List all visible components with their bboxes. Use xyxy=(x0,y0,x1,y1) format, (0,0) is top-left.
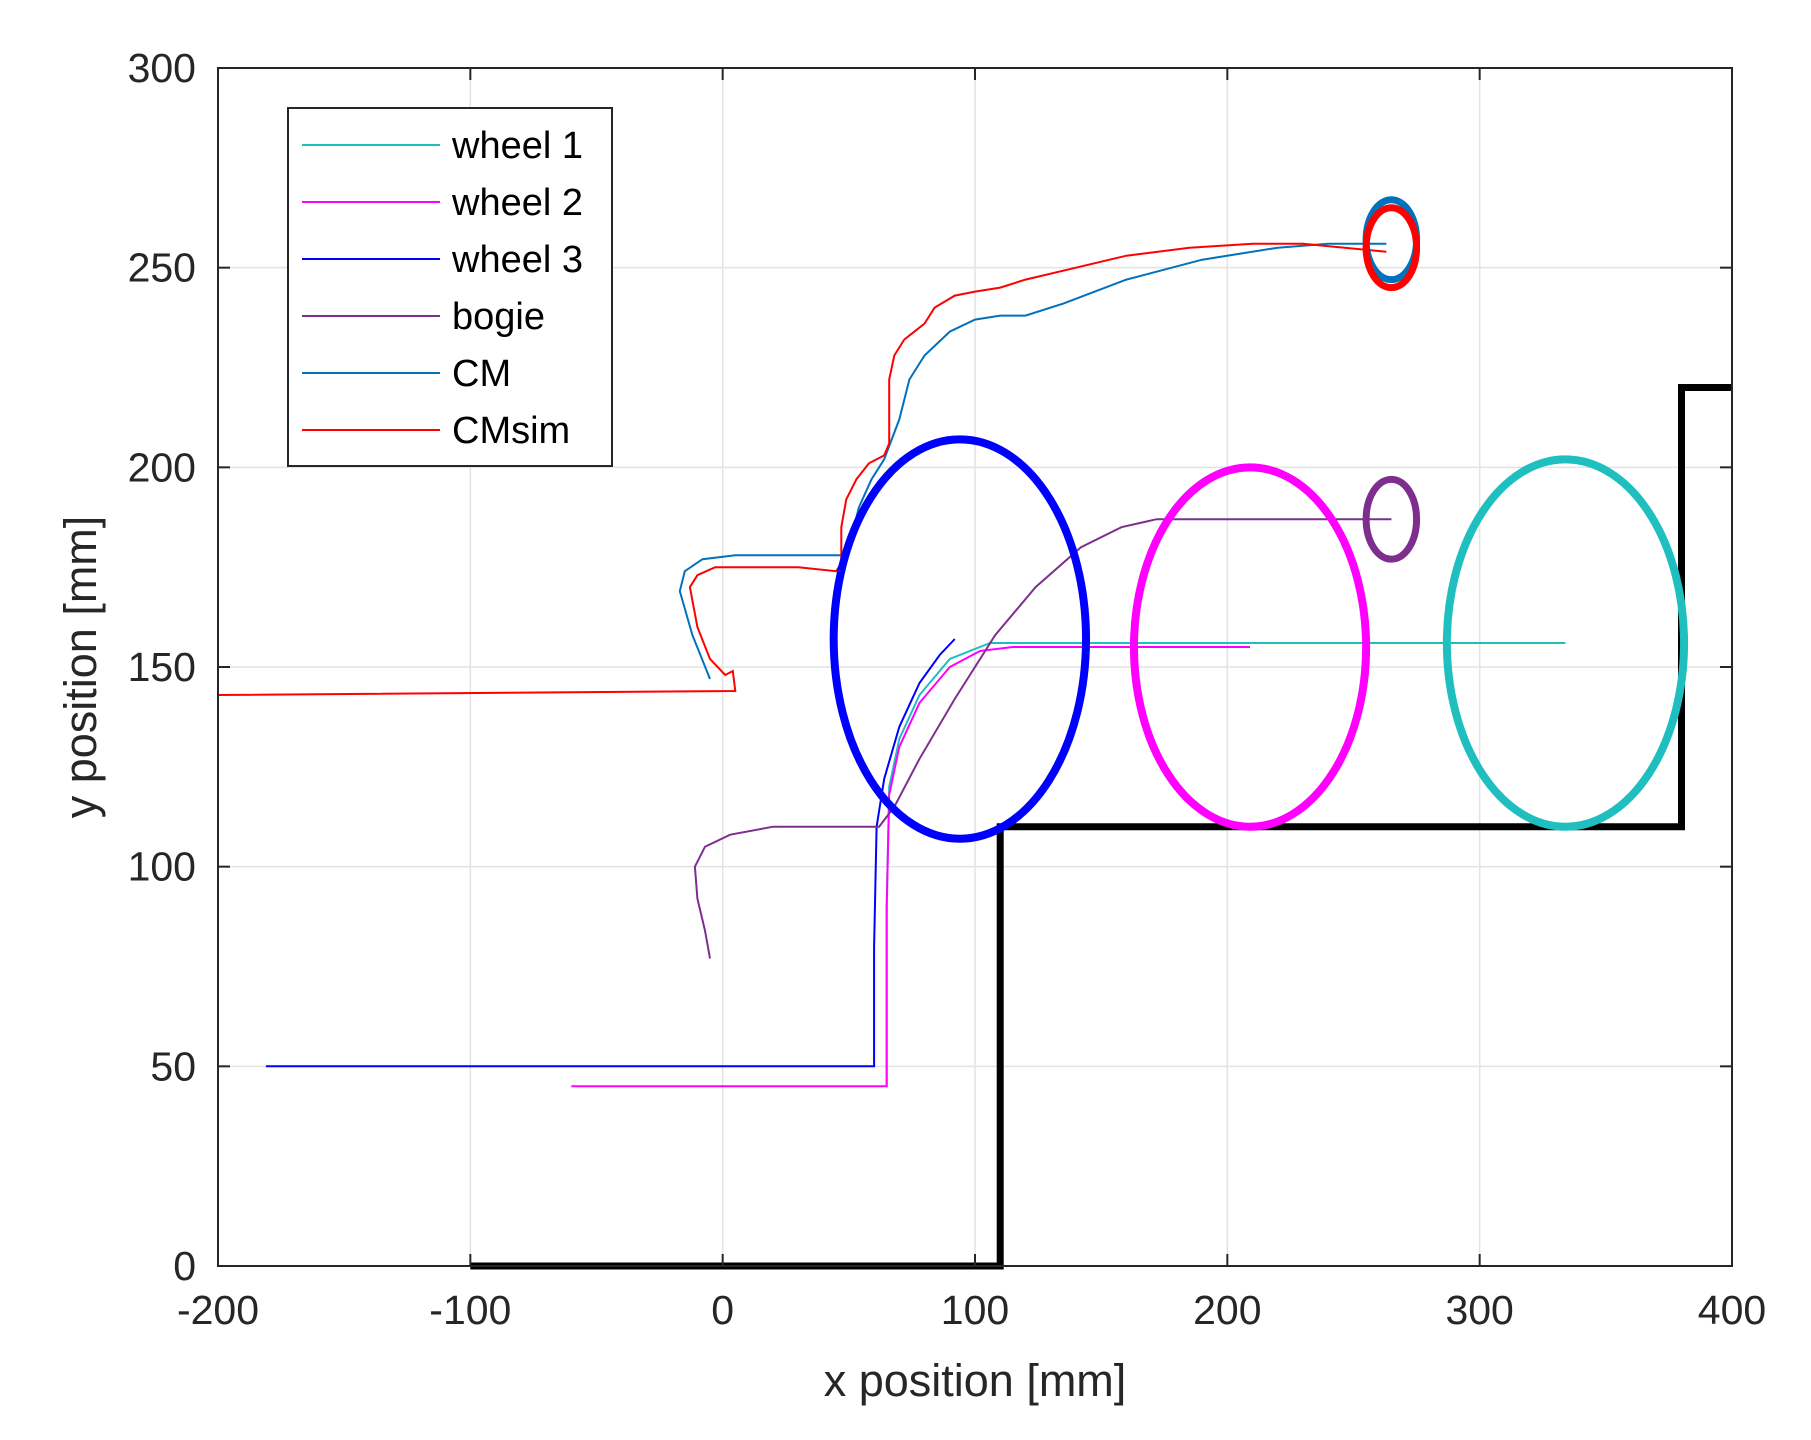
y-tick-label: 0 xyxy=(173,1243,196,1289)
y-tick-label: 50 xyxy=(150,1043,196,1089)
x-tick-label: 0 xyxy=(711,1287,734,1333)
marker-wheel-2 xyxy=(1129,463,1371,831)
marker-wheel-1 xyxy=(1442,455,1689,831)
x-tick-label: -200 xyxy=(177,1287,259,1333)
x-tick-label: 300 xyxy=(1445,1287,1513,1333)
x-tick-label: -100 xyxy=(429,1287,511,1333)
legend-label: CMsim xyxy=(452,410,570,452)
y-tick-label: 250 xyxy=(128,245,196,291)
x-axis-label: x position [mm] xyxy=(824,1355,1127,1406)
legend: wheel 1 wheel 2 wheel 3 bogie CM CMsim xyxy=(287,107,613,467)
series-line-cmsim xyxy=(217,242,1387,696)
series-line-wheel-2 xyxy=(571,646,1250,1088)
x-tick-label: 100 xyxy=(941,1287,1009,1333)
y-axis-label: y position [mm] xyxy=(55,516,106,819)
marker-wheel-3 xyxy=(829,435,1091,843)
axis-ticks xyxy=(217,67,1733,1267)
marker-bogie xyxy=(1362,475,1421,563)
series-line-wheel-3 xyxy=(265,638,956,1068)
legend-label: wheel 1 xyxy=(451,125,583,167)
legend-label: wheel 2 xyxy=(451,182,583,224)
x-tick-label: 400 xyxy=(1698,1287,1766,1333)
tick-labels: -200 -100 0 100 200 300 400 0 50 100 150 200 250 300 xyxy=(128,45,1767,1333)
series-line-bogie xyxy=(693,518,1392,959)
marker-layer xyxy=(829,196,1689,843)
y-tick-label: 200 xyxy=(128,444,196,490)
y-tick-label: 100 xyxy=(128,844,196,890)
series-line-cm xyxy=(678,242,1387,680)
x-tick-label: 200 xyxy=(1193,1287,1261,1333)
legend-label: CM xyxy=(452,353,511,395)
legend-label: bogie xyxy=(452,296,545,338)
y-tick-label: 300 xyxy=(128,45,196,91)
legend-box xyxy=(287,107,613,467)
y-tick-label: 150 xyxy=(128,644,196,690)
marker-cmsim xyxy=(1362,204,1421,292)
legend-label: wheel 3 xyxy=(451,239,583,281)
